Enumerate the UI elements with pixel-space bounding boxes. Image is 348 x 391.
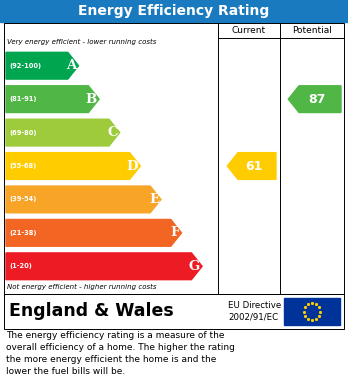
Text: A: A bbox=[66, 59, 77, 72]
Text: 87: 87 bbox=[308, 93, 325, 106]
Polygon shape bbox=[288, 86, 341, 113]
Text: Potential: Potential bbox=[292, 26, 332, 35]
Text: Very energy efficient - lower running costs: Very energy efficient - lower running co… bbox=[7, 39, 156, 45]
Text: B: B bbox=[86, 93, 97, 106]
Bar bbox=[4, 23, 344, 294]
Text: (55-68): (55-68) bbox=[9, 163, 36, 169]
Polygon shape bbox=[227, 152, 276, 179]
Text: 61: 61 bbox=[245, 160, 262, 172]
Text: Current: Current bbox=[232, 26, 266, 35]
Text: (92-100): (92-100) bbox=[9, 63, 41, 69]
Text: C: C bbox=[107, 126, 118, 139]
Polygon shape bbox=[6, 253, 202, 280]
Text: (69-80): (69-80) bbox=[9, 129, 37, 136]
Polygon shape bbox=[6, 52, 79, 79]
Bar bbox=[0, 0, 348, 22]
Text: The energy efficiency rating is a measure of the
overall efficiency of a home. T: The energy efficiency rating is a measur… bbox=[6, 331, 235, 377]
Polygon shape bbox=[6, 186, 161, 213]
Text: E: E bbox=[149, 193, 159, 206]
Text: (21-38): (21-38) bbox=[9, 230, 37, 236]
Polygon shape bbox=[6, 86, 99, 113]
Text: Not energy efficient - higher running costs: Not energy efficient - higher running co… bbox=[7, 284, 157, 290]
Text: Energy Efficiency Rating: Energy Efficiency Rating bbox=[78, 4, 270, 18]
Text: EU Directive
2002/91/EC: EU Directive 2002/91/EC bbox=[228, 301, 281, 322]
Polygon shape bbox=[6, 119, 120, 146]
Bar bbox=[4, 294, 344, 329]
Text: D: D bbox=[127, 160, 138, 172]
Bar bbox=[4, 294, 344, 329]
Text: (81-91): (81-91) bbox=[9, 96, 37, 102]
Polygon shape bbox=[6, 219, 182, 246]
Polygon shape bbox=[6, 152, 140, 179]
Bar bbox=[284, 298, 340, 325]
Text: (1-20): (1-20) bbox=[9, 263, 32, 269]
Text: G: G bbox=[189, 260, 200, 273]
Text: (39-54): (39-54) bbox=[9, 196, 37, 203]
Text: F: F bbox=[170, 226, 180, 239]
Text: England & Wales: England & Wales bbox=[9, 303, 174, 321]
